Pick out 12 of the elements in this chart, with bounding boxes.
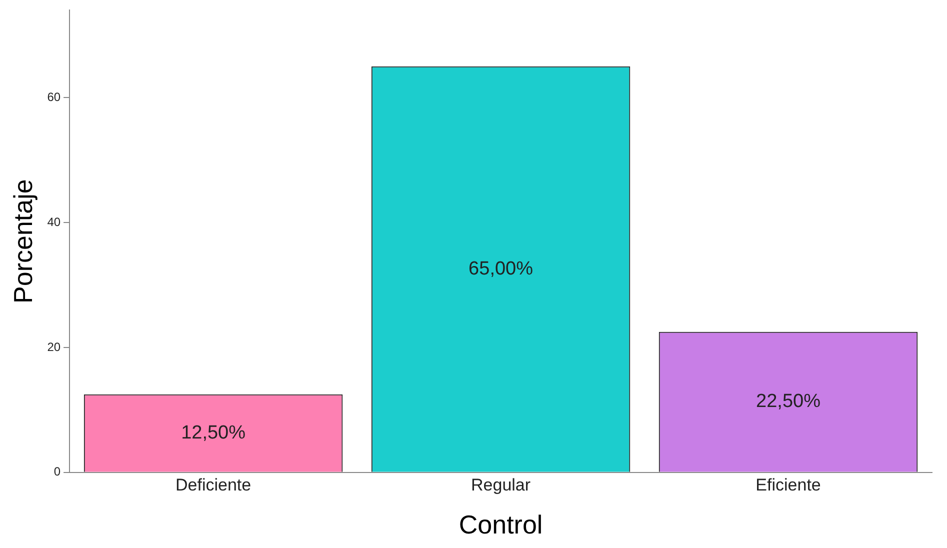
data-label: 22,50% <box>756 391 821 412</box>
x-tick-label: Deficiente <box>175 475 252 494</box>
x-tick-label: Eficiente <box>756 475 821 494</box>
y-tick-label: 20 <box>47 340 61 354</box>
x-axis-title: Control <box>458 510 543 540</box>
y-tick-label: 60 <box>47 90 61 104</box>
y-axis-title: Porcentaje <box>8 179 38 304</box>
x-tick-label: Regular <box>471 475 531 494</box>
y-tick-label: 40 <box>47 214 61 229</box>
y-tick-label: 0 <box>54 464 61 479</box>
data-label: 65,00% <box>468 258 534 280</box>
data-label: 12,50% <box>181 422 246 444</box>
